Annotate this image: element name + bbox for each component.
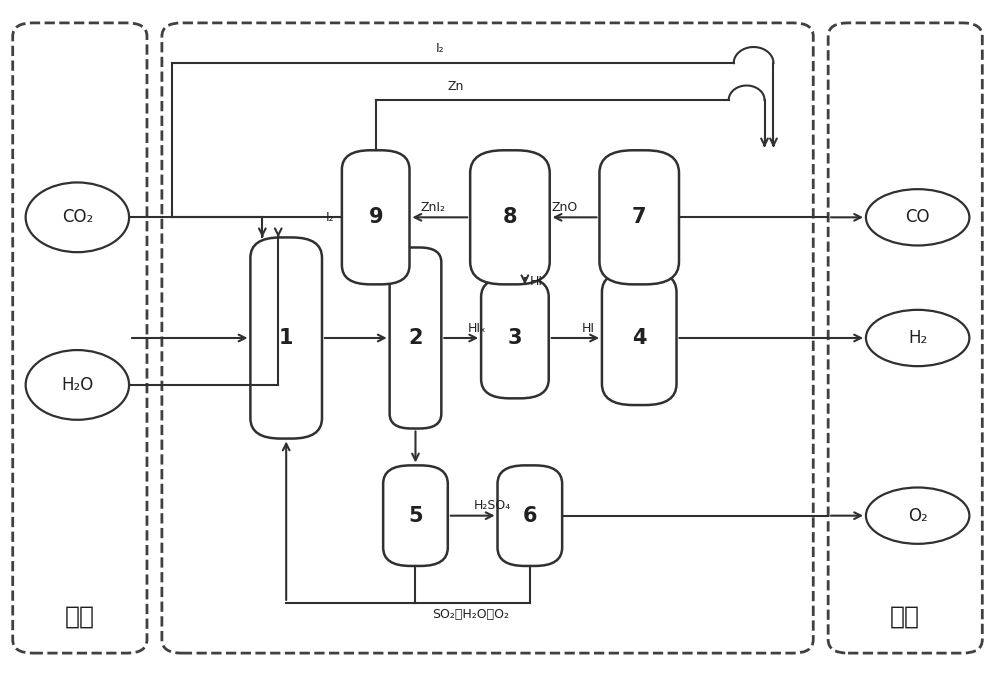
Text: 3: 3 [508, 328, 522, 348]
Ellipse shape [866, 310, 969, 366]
FancyBboxPatch shape [13, 23, 147, 653]
Text: ZnI₂: ZnI₂ [420, 201, 445, 214]
FancyBboxPatch shape [383, 465, 448, 566]
Text: HI: HI [530, 274, 543, 287]
Text: 4: 4 [632, 328, 646, 348]
Text: CO₂: CO₂ [62, 208, 93, 226]
Text: 8: 8 [503, 208, 517, 227]
Text: ZnO: ZnO [551, 201, 578, 214]
Text: H₂SO₄: H₂SO₄ [474, 500, 511, 512]
Ellipse shape [26, 183, 129, 252]
FancyBboxPatch shape [250, 237, 322, 439]
Text: I₂: I₂ [325, 211, 334, 224]
FancyBboxPatch shape [602, 271, 677, 405]
Text: 6: 6 [523, 506, 537, 526]
FancyBboxPatch shape [599, 150, 679, 285]
FancyBboxPatch shape [828, 23, 982, 653]
Text: HIₓ: HIₓ [468, 322, 487, 335]
Text: 7: 7 [632, 208, 646, 227]
Text: 2: 2 [408, 328, 423, 348]
Text: 产品: 产品 [890, 604, 920, 628]
Text: CO: CO [905, 208, 930, 226]
Text: HI: HI [582, 322, 595, 335]
FancyBboxPatch shape [342, 150, 410, 285]
Text: 9: 9 [368, 208, 383, 227]
Text: SO₂、H₂O、O₂: SO₂、H₂O、O₂ [432, 608, 509, 621]
FancyBboxPatch shape [390, 247, 441, 429]
Ellipse shape [26, 350, 129, 420]
Text: I₂: I₂ [436, 42, 445, 55]
FancyBboxPatch shape [498, 465, 562, 566]
Text: H₂O: H₂O [61, 376, 93, 394]
Text: 5: 5 [408, 506, 423, 526]
Text: Zn: Zn [447, 80, 463, 93]
FancyBboxPatch shape [481, 278, 549, 398]
Text: 原料: 原料 [65, 604, 95, 628]
FancyBboxPatch shape [162, 23, 813, 653]
Text: 1: 1 [279, 328, 293, 348]
FancyBboxPatch shape [470, 150, 550, 285]
Text: H₂: H₂ [908, 329, 927, 347]
Text: O₂: O₂ [908, 507, 928, 525]
Ellipse shape [866, 487, 969, 544]
Ellipse shape [866, 189, 969, 245]
